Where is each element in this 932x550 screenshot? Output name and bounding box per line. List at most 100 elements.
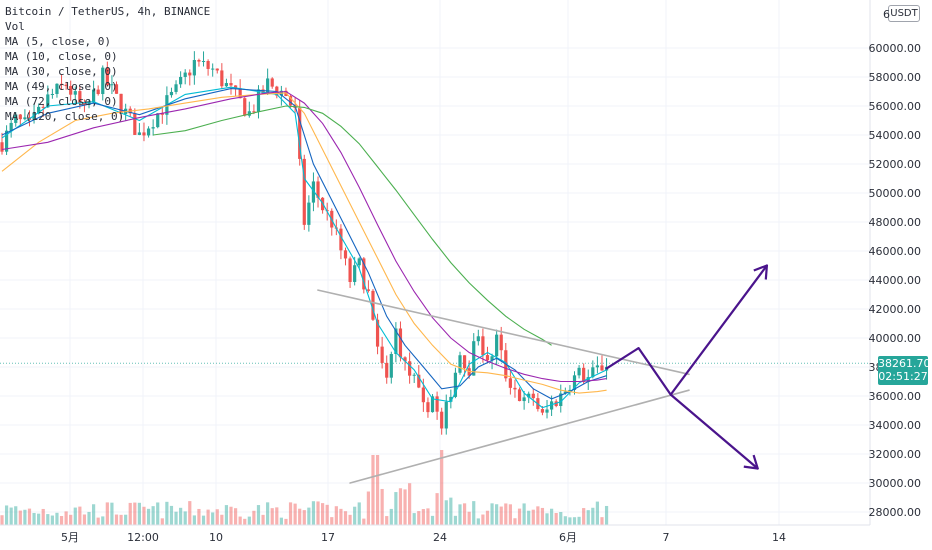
volume-bar (261, 514, 265, 525)
volume-bar (160, 518, 164, 525)
volume-bar (467, 511, 471, 525)
candle-body (174, 84, 178, 92)
volume-bar (27, 508, 32, 525)
candle-body (96, 89, 100, 95)
candle-body (169, 91, 174, 96)
volume-bar (137, 502, 141, 525)
y-tick-label: 54000.00 (869, 129, 922, 142)
candle-body (572, 375, 577, 390)
volume-bar (513, 518, 517, 525)
candle-body (114, 84, 119, 94)
volume-bar (311, 501, 316, 525)
volume-bar (73, 507, 77, 525)
volume-bar (174, 511, 178, 525)
forecast-arrow-up (669, 264, 768, 396)
volume-bar (142, 506, 146, 525)
candle-body (206, 61, 210, 69)
volume-bar (23, 509, 27, 525)
candle-body (353, 265, 357, 282)
volume-bar (14, 506, 18, 525)
candle-body (366, 289, 370, 291)
currency-button[interactable]: USDT (888, 5, 920, 22)
volume-bar (600, 517, 604, 525)
candle-body (490, 356, 494, 361)
y-tick-label: 46000.00 (869, 245, 922, 258)
y-tick-label: 56000.00 (869, 100, 922, 113)
candle-body (69, 86, 73, 95)
candle-body (371, 290, 375, 320)
volume-bar (179, 507, 183, 525)
volume-bar (243, 518, 247, 525)
forecast-arrow-down (669, 393, 759, 470)
legend-ma10: MA (10, close, 0) (5, 50, 118, 63)
arrowhead-down (743, 454, 759, 470)
volume-bar (508, 504, 512, 525)
candle-body (183, 72, 187, 77)
candle-body (288, 96, 293, 106)
last-price-value: 38261.70 (878, 357, 931, 370)
candle-body (18, 114, 22, 120)
volume-bars (0, 450, 609, 525)
volume-bar (105, 502, 109, 525)
candle-body (540, 409, 545, 413)
volume-bar (495, 504, 499, 525)
volume-bar (343, 511, 348, 525)
volume-bar (270, 508, 274, 525)
y-tick-label: 60000.00 (869, 42, 922, 55)
volume-bar (256, 505, 261, 525)
candle-body (220, 70, 224, 87)
candle-body (78, 91, 82, 104)
candle-body (550, 401, 554, 410)
volume-bar (430, 515, 435, 525)
y-tick-label: 28000.00 (869, 506, 922, 519)
candle-body (82, 103, 87, 105)
triangle-lower-line (349, 389, 690, 484)
bar-countdown: 02:51:27 (878, 370, 928, 383)
candle-body (582, 367, 586, 383)
price-axis[interactable]: 28000.00 30000.00 32000.00 34000.00 36000.00… (869, 42, 922, 519)
candle-body (499, 334, 503, 351)
y-tick-label: 30000.00 (869, 477, 922, 490)
candle-body (412, 374, 416, 376)
volume-bar (87, 511, 91, 525)
forecast-zigzag (605, 347, 672, 396)
y-tick-label: 36000.00 (869, 390, 922, 403)
volume-bar (481, 514, 485, 525)
volume-bar (201, 515, 206, 525)
candle-body (343, 250, 348, 259)
candle-body (568, 389, 572, 392)
time-axis[interactable]: 5月 12:00 10 17 24 6月 7 14 (61, 531, 786, 544)
y-tick-label: 44000.00 (869, 274, 922, 287)
candle-body (37, 106, 41, 113)
volume-bar (165, 501, 169, 525)
candle-body (311, 181, 316, 203)
volume-bar (197, 508, 201, 525)
x-tick-label: 10 (209, 531, 223, 544)
candle-body (192, 60, 196, 76)
candle-body (339, 228, 343, 251)
legend-vol: Vol (5, 20, 25, 33)
candle-body (508, 378, 512, 388)
candle-body (591, 367, 595, 378)
candle-body (243, 98, 247, 116)
x-tick-label: 7 (663, 531, 670, 544)
candle-body (142, 132, 146, 136)
volume-bar (559, 511, 563, 525)
volume-bar (307, 507, 311, 525)
volume-bar (55, 512, 59, 525)
candle-body (188, 72, 192, 76)
volume-bar (37, 513, 41, 525)
volume-bar (211, 512, 215, 525)
candle-body (435, 396, 439, 412)
volume-bar (114, 514, 119, 525)
candle-body (385, 362, 389, 378)
ma-line-3 (1, 92, 607, 394)
volume-bar (385, 516, 389, 525)
candle-body (421, 387, 425, 403)
volume-bar (375, 455, 380, 525)
volume-bar (426, 508, 430, 525)
candle-body (398, 328, 403, 358)
candle-body (513, 387, 517, 390)
candle-body (14, 114, 18, 123)
candle-body (151, 127, 155, 129)
